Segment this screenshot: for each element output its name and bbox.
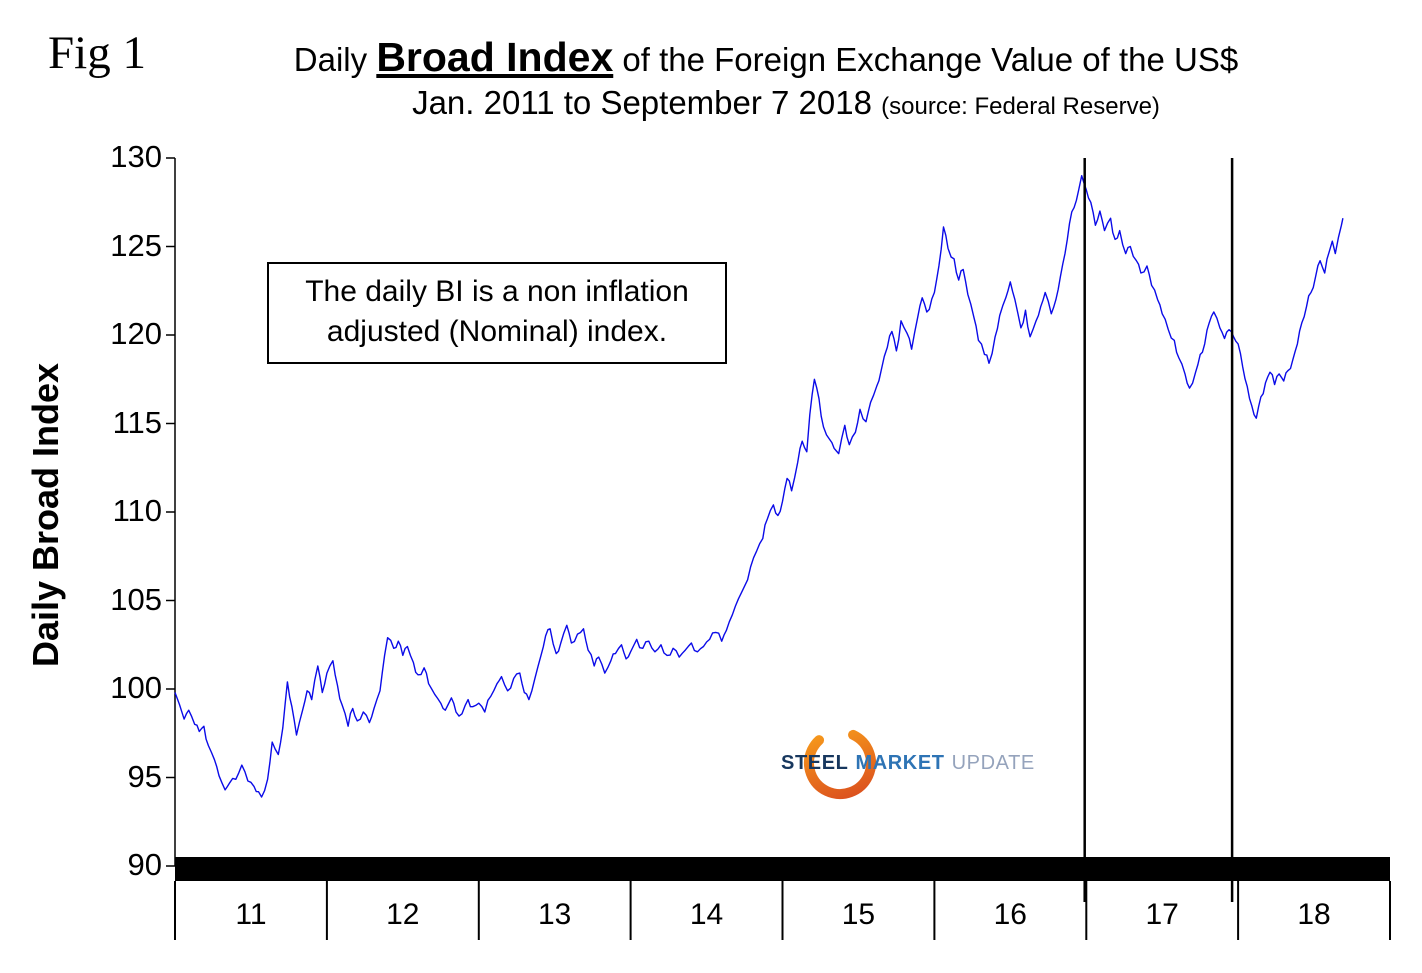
x-tick-label: 15 <box>841 898 876 931</box>
smu-logo-text: STEEL MARKET UPDATE <box>781 752 1035 775</box>
chart-subtitle-range: Jan. 2011 to September 7 2018 <box>412 84 882 121</box>
annotation-line-1: The daily BI is a non inflation <box>305 275 689 308</box>
smu-logo-word-market: MARKET <box>855 752 945 774</box>
x-tick-label: 16 <box>993 898 1027 931</box>
x-tick-label: 13 <box>538 898 572 931</box>
smu-logo: STEEL MARKET UPDATE <box>775 720 1075 810</box>
y-tick-label: 95 <box>127 758 162 794</box>
annotation-box: The daily BI is a non inflation adjusted… <box>267 262 727 364</box>
smu-logo-word-update: UPDATE <box>951 752 1035 774</box>
y-tick-label: 90 <box>127 847 162 882</box>
chart-subtitle: Jan. 2011 to September 7 2018 (source: F… <box>180 84 1392 122</box>
x-tick-label: 11 <box>235 898 267 931</box>
y-tick-label: 105 <box>110 581 162 617</box>
y-tick-label: 100 <box>110 670 162 705</box>
x-tick-label: 14 <box>689 898 724 931</box>
y-tick-label: 125 <box>110 227 162 263</box>
chart-title-prefix: Daily <box>293 41 377 78</box>
smu-swoosh-icon <box>804 727 876 799</box>
chart-title-emphasis: Broad Index <box>376 34 614 80</box>
chart-title: Daily Broad Index of the Foreign Exchang… <box>140 34 1392 81</box>
chart-subtitle-source: (source: Federal Reserve) <box>881 93 1160 120</box>
smu-logo-word-steel: STEEL <box>781 752 849 774</box>
x-tick-label: 18 <box>1297 898 1331 931</box>
annotation-line-2: adjusted (Nominal) index. <box>326 314 668 348</box>
chart-title-suffix: of the Foreign Exchange Value of the US$ <box>613 41 1239 78</box>
y-tick-label: 120 <box>110 316 162 351</box>
y-tick-label: 115 <box>112 404 162 440</box>
x-tick-label: 12 <box>386 898 420 931</box>
x-tick-label: 17 <box>1145 898 1179 931</box>
y-tick-label: 110 <box>112 493 162 528</box>
y-tick-label: 130 <box>110 139 162 174</box>
figure-number: Fig 1 <box>48 27 146 79</box>
